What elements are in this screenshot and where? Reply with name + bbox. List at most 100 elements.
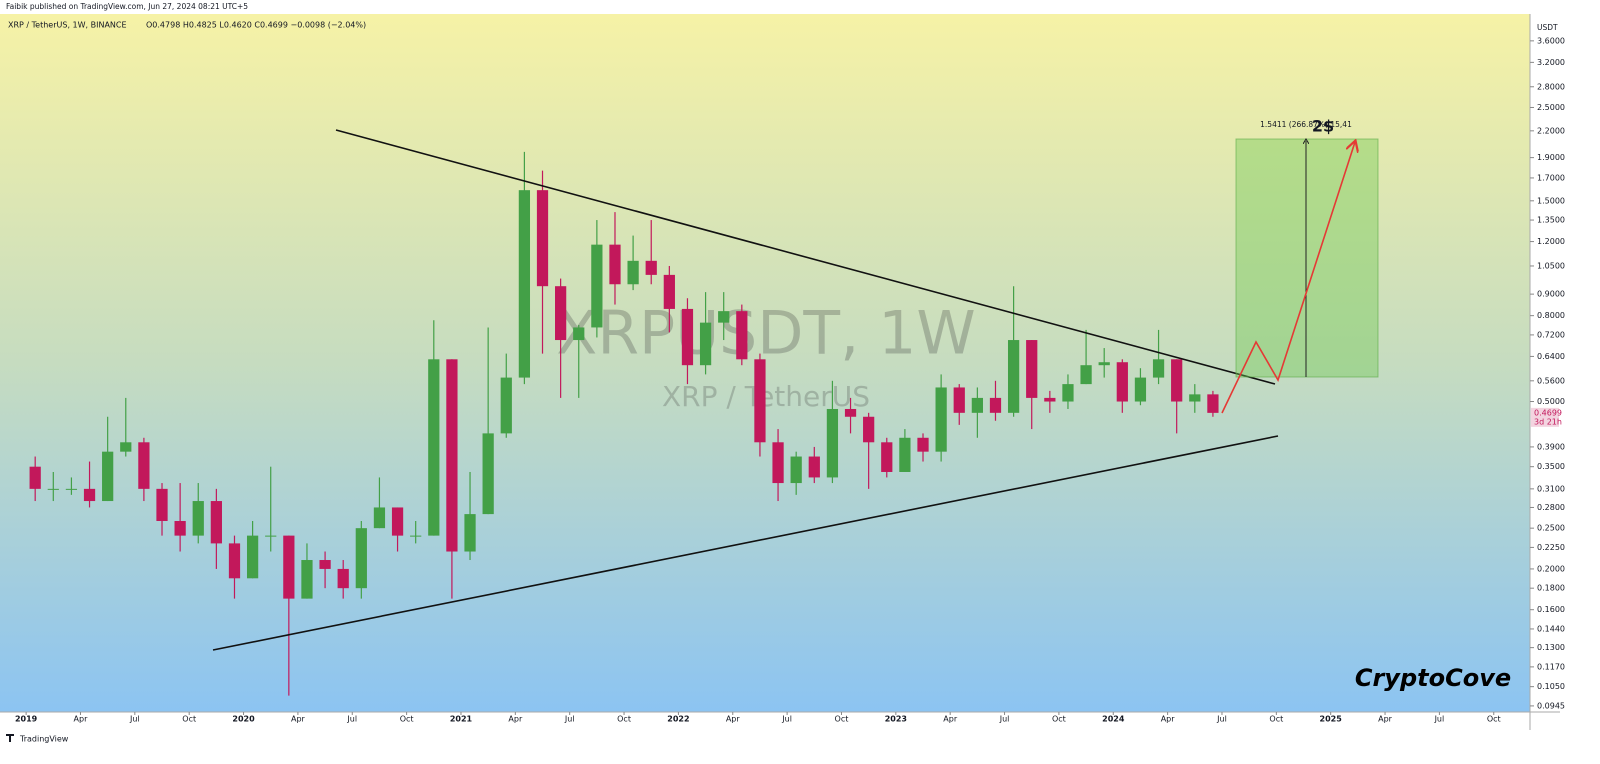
y-tick-label: 0.1050 bbox=[1537, 682, 1565, 691]
projection-text: 1.5411 (266.87%) 15,41 bbox=[1260, 120, 1352, 129]
x-tick-label: 2025 bbox=[1320, 715, 1343, 724]
axis-unit: USDT bbox=[1537, 23, 1558, 32]
x-tick-label: 2023 bbox=[885, 715, 907, 724]
candle-body bbox=[1098, 362, 1110, 366]
candle-body bbox=[355, 528, 367, 589]
candle-body bbox=[536, 190, 549, 287]
watermark: XRPUSDT, 1W bbox=[556, 299, 975, 369]
y-tick-label: 0.2250 bbox=[1537, 543, 1565, 552]
candle-body bbox=[1062, 384, 1074, 402]
candle-body bbox=[573, 327, 585, 341]
candle-body bbox=[373, 507, 386, 529]
candle-body bbox=[826, 408, 839, 478]
candle-body bbox=[681, 308, 694, 366]
x-tick-label: Jul bbox=[1434, 715, 1445, 724]
x-tick-label: 2020 bbox=[232, 715, 255, 724]
y-tick-label: 0.3100 bbox=[1537, 484, 1565, 493]
x-tick-label: Oct bbox=[835, 715, 849, 724]
candle-body bbox=[65, 488, 78, 490]
x-tick-label: Oct bbox=[1487, 715, 1501, 724]
y-tick-label: 0.1300 bbox=[1537, 643, 1565, 652]
candle-body bbox=[246, 535, 259, 579]
y-tick-label: 1.5000 bbox=[1537, 196, 1565, 205]
candle-body bbox=[120, 442, 132, 452]
candle-body bbox=[1044, 397, 1056, 402]
candle-body bbox=[301, 560, 313, 599]
candle-body bbox=[156, 488, 168, 521]
y-tick-label: 0.7200 bbox=[1537, 330, 1565, 339]
candle-body bbox=[808, 456, 820, 478]
candle-body bbox=[736, 311, 748, 360]
candle-body bbox=[953, 387, 965, 413]
target-label: 2$ bbox=[1312, 117, 1334, 136]
candle-body bbox=[319, 560, 331, 569]
brand: CryptoCove bbox=[1355, 664, 1511, 692]
candle-body bbox=[917, 437, 929, 452]
candle-body bbox=[627, 260, 639, 285]
candle-body bbox=[863, 416, 875, 443]
y-tick-label: 0.0945 bbox=[1537, 701, 1565, 710]
y-tick-label: 0.5000 bbox=[1537, 397, 1565, 406]
candle-body bbox=[699, 322, 712, 366]
candle-body bbox=[754, 359, 766, 443]
candle-body bbox=[283, 535, 295, 599]
candle-body bbox=[844, 408, 857, 417]
candle-body bbox=[989, 397, 1002, 413]
y-tick-label: 0.5600 bbox=[1537, 376, 1565, 385]
y-tick-label: 0.2500 bbox=[1537, 524, 1565, 533]
y-tick-label: 3.6000 bbox=[1537, 36, 1565, 45]
candle-body bbox=[1207, 394, 1219, 413]
candle-body bbox=[228, 543, 241, 579]
x-tick-label: 2022 bbox=[667, 715, 689, 724]
candle-body bbox=[337, 568, 349, 589]
x-tick-label: Oct bbox=[1052, 715, 1066, 724]
x-tick-label: Jul bbox=[999, 715, 1010, 724]
trendline bbox=[335, 129, 1276, 385]
y-tick-label: 3.2000 bbox=[1537, 58, 1565, 67]
x-tick-label: Jul bbox=[129, 715, 140, 724]
trendline bbox=[212, 435, 1279, 651]
candle-body bbox=[1026, 340, 1038, 398]
price-countdown: 3d 21h bbox=[1534, 417, 1562, 426]
y-tick-label: 1.2000 bbox=[1537, 237, 1565, 246]
candle-body bbox=[500, 377, 512, 434]
candle-body bbox=[1134, 377, 1147, 402]
ohlc-legend: O0.4798 H0.4825 L0.4620 C0.4699 −0.0098 … bbox=[146, 21, 366, 30]
y-tick-label: 0.2000 bbox=[1537, 564, 1565, 573]
x-tick-label: Jul bbox=[1216, 715, 1227, 724]
projection-box bbox=[1235, 138, 1379, 378]
candle-body bbox=[971, 397, 983, 413]
y-tick-label: 0.8000 bbox=[1537, 311, 1565, 320]
x-tick-label: Apr bbox=[1378, 715, 1393, 724]
candle-body bbox=[718, 311, 730, 323]
candle-body bbox=[446, 359, 458, 552]
x-tick-label: Jul bbox=[346, 715, 357, 724]
candle-body bbox=[555, 286, 567, 341]
x-tick-label: 2019 bbox=[15, 715, 38, 724]
candle-body bbox=[174, 520, 186, 536]
y-tick-label: 2.5000 bbox=[1537, 103, 1565, 112]
y-tick-label: 0.2800 bbox=[1537, 503, 1565, 512]
candle-body bbox=[192, 501, 204, 536]
footer: TradingView bbox=[19, 735, 69, 744]
y-tick-label: 0.1600 bbox=[1537, 605, 1565, 614]
candle-body bbox=[772, 442, 784, 484]
y-tick-label: 0.9000 bbox=[1537, 290, 1565, 299]
y-tick-label: 0.6400 bbox=[1537, 352, 1565, 361]
y-tick-label: 0.3500 bbox=[1537, 462, 1565, 471]
candle-body bbox=[138, 442, 150, 489]
x-tick-label: Oct bbox=[1269, 715, 1283, 724]
candle-body bbox=[210, 501, 222, 544]
price-label: 0.4699 bbox=[1534, 408, 1562, 417]
candle-body bbox=[609, 244, 621, 285]
x-tick-label: Apr bbox=[943, 715, 958, 724]
candle-body bbox=[1116, 362, 1128, 402]
y-tick-label: 0.1440 bbox=[1537, 624, 1565, 633]
candle-body bbox=[1189, 394, 1201, 402]
y-tick-label: 2.2000 bbox=[1537, 126, 1565, 135]
y-tick-label: 1.3500 bbox=[1537, 216, 1565, 225]
candle-body bbox=[83, 488, 96, 502]
candle-body bbox=[482, 433, 494, 515]
footer-logo bbox=[6, 734, 14, 742]
